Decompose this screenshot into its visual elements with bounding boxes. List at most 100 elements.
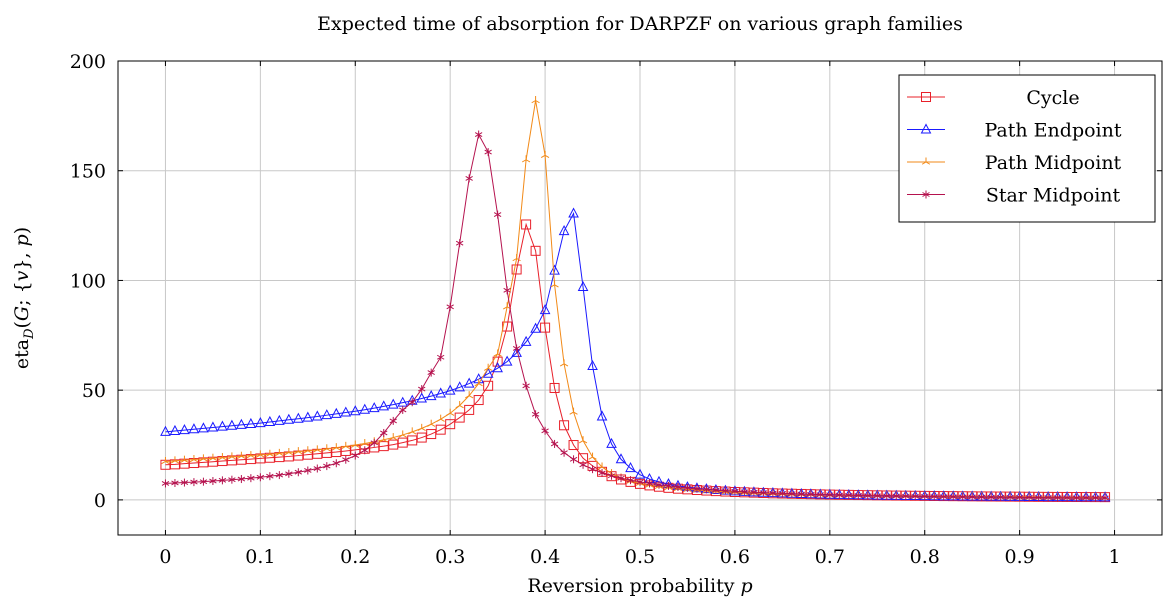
point-marker — [398, 430, 407, 438]
point-marker — [854, 491, 863, 500]
point-marker — [559, 420, 570, 431]
point-marker — [655, 480, 663, 489]
point-marker — [625, 462, 636, 473]
point-marker — [275, 471, 284, 480]
point-marker — [977, 493, 986, 502]
point-marker — [227, 452, 237, 460]
point-marker — [569, 455, 578, 464]
point-marker — [246, 451, 256, 459]
point-marker — [160, 425, 171, 436]
point-marker — [303, 446, 312, 454]
point-marker — [283, 413, 295, 424]
point-marker — [380, 428, 388, 437]
point-marker — [645, 479, 654, 488]
point-marker — [445, 419, 456, 430]
point-marker — [332, 459, 341, 468]
legend-label: Path Midpoint — [985, 152, 1122, 174]
point-marker — [921, 92, 931, 102]
point-marker — [636, 477, 644, 486]
point-marker — [237, 475, 246, 484]
point-marker — [341, 441, 350, 450]
point-marker — [922, 190, 930, 199]
point-marker — [446, 408, 455, 416]
point-marker — [266, 472, 274, 481]
point-marker — [274, 414, 285, 425]
point-marker — [408, 427, 417, 435]
point-marker — [323, 462, 331, 471]
point-marker — [521, 155, 531, 163]
point-marker — [521, 219, 532, 230]
point-marker — [531, 96, 540, 104]
x-tick-label: 0.8 — [910, 546, 940, 568]
point-marker — [493, 349, 502, 357]
y-axis-label-prefix: eta — [11, 339, 33, 369]
point-marker — [359, 403, 371, 414]
point-marker — [807, 490, 815, 499]
point-marker — [190, 478, 198, 487]
point-marker — [245, 417, 257, 428]
point-marker — [473, 395, 484, 406]
point-marker — [179, 424, 190, 435]
plot-frame — [117, 60, 1163, 536]
point-marker — [892, 492, 900, 501]
point-marker — [750, 488, 758, 497]
point-marker — [302, 411, 314, 422]
x-axis-ticks: 0 0.1 0.2 0.3 0.4 0.5 0.6 0.7 0.8 0.9 1 — [159, 61, 1121, 568]
legend-label: Star Midpoint — [986, 185, 1121, 207]
point-marker — [588, 465, 597, 474]
y-axis-label-rest: ( — [11, 321, 33, 328]
legend: Cycle Path Endpoint Path Midpoint Star Midp… — [898, 74, 1156, 223]
point-marker — [180, 455, 189, 463]
point-marker — [236, 418, 247, 429]
point-marker — [560, 448, 568, 457]
point-marker — [198, 422, 209, 433]
point-marker — [351, 440, 360, 448]
point-marker — [911, 492, 919, 501]
point-marker — [617, 474, 625, 483]
point-marker — [1053, 493, 1062, 502]
point-marker — [511, 264, 522, 275]
point-marker — [845, 491, 853, 500]
point-marker — [189, 455, 199, 463]
point-marker — [816, 490, 825, 499]
point-marker — [275, 448, 284, 457]
point-marker — [987, 493, 995, 502]
point-marker — [1025, 493, 1033, 502]
point-marker — [330, 407, 342, 418]
series-cycle — [160, 219, 1111, 503]
point-marker — [208, 453, 218, 461]
point-marker — [218, 453, 227, 461]
point-marker — [474, 130, 483, 139]
point-marker — [399, 405, 407, 414]
point-marker — [1044, 493, 1052, 502]
point-marker — [188, 423, 200, 434]
point-marker — [408, 398, 416, 407]
point-marker — [579, 460, 587, 469]
point-marker — [549, 382, 560, 393]
point-marker — [427, 368, 435, 377]
point-marker — [342, 455, 350, 464]
point-marker — [161, 479, 170, 488]
point-marker — [436, 414, 445, 422]
legend-item: Cycle — [907, 87, 1080, 109]
point-marker — [788, 489, 796, 498]
point-marker — [389, 416, 397, 425]
point-marker — [615, 453, 627, 464]
point-marker — [826, 490, 834, 499]
series-line — [165, 133, 1106, 499]
point-marker — [313, 464, 322, 473]
point-marker — [558, 225, 570, 236]
point-marker — [512, 254, 521, 262]
point-marker — [835, 491, 844, 500]
x-tick-label: 0.7 — [815, 546, 845, 568]
point-marker — [465, 391, 474, 399]
point-marker — [759, 488, 768, 497]
x-tick-label: 1 — [1108, 546, 1120, 568]
point-marker — [568, 207, 579, 218]
legend-item: Star Midpoint — [907, 185, 1121, 207]
point-marker — [474, 379, 483, 387]
point-marker — [587, 359, 598, 371]
point-marker — [349, 405, 361, 416]
legend-label: Path Endpoint — [985, 120, 1122, 142]
